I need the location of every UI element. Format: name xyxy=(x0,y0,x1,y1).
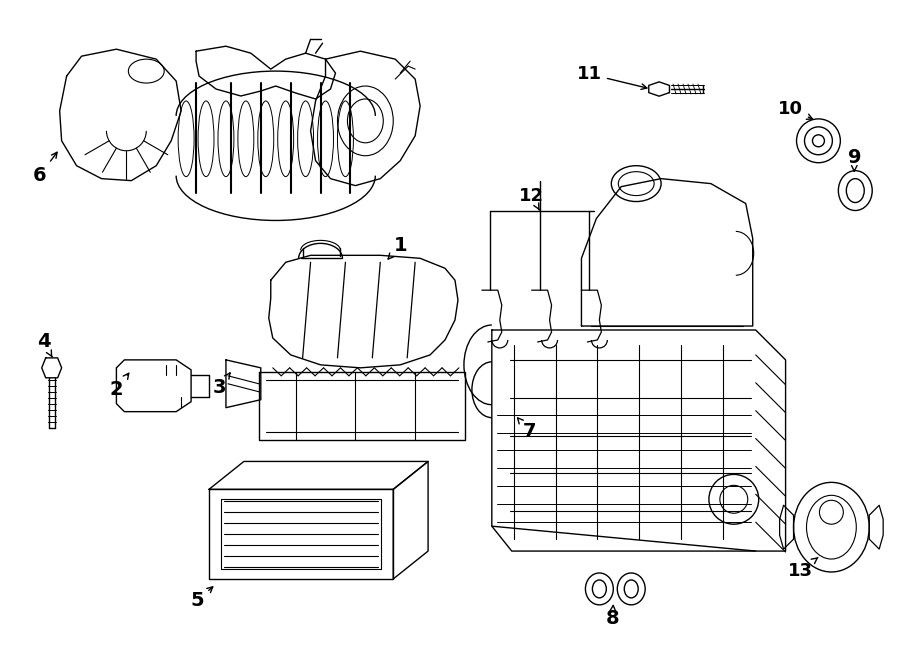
Text: 11: 11 xyxy=(577,65,647,89)
Text: 6: 6 xyxy=(33,152,57,185)
Text: 10: 10 xyxy=(778,100,813,119)
Ellipse shape xyxy=(794,483,869,572)
Polygon shape xyxy=(581,178,752,326)
Text: 5: 5 xyxy=(190,587,212,610)
Polygon shape xyxy=(116,360,191,412)
Polygon shape xyxy=(41,358,61,378)
Polygon shape xyxy=(259,372,465,440)
Ellipse shape xyxy=(617,573,645,605)
Ellipse shape xyxy=(796,119,841,163)
Polygon shape xyxy=(393,461,428,579)
Text: 2: 2 xyxy=(110,373,129,399)
Ellipse shape xyxy=(585,573,613,605)
Text: 8: 8 xyxy=(606,605,619,629)
Text: 13: 13 xyxy=(788,557,818,580)
Ellipse shape xyxy=(839,171,872,210)
Ellipse shape xyxy=(813,135,824,147)
Text: 1: 1 xyxy=(388,236,407,259)
Text: 9: 9 xyxy=(848,148,861,171)
Polygon shape xyxy=(869,505,883,549)
Text: 12: 12 xyxy=(519,186,544,210)
Polygon shape xyxy=(209,461,428,489)
Polygon shape xyxy=(779,505,794,549)
Text: 4: 4 xyxy=(37,332,52,357)
Polygon shape xyxy=(649,82,670,97)
Polygon shape xyxy=(269,255,458,368)
Text: 3: 3 xyxy=(212,373,230,397)
Polygon shape xyxy=(226,360,261,408)
Polygon shape xyxy=(209,489,393,579)
Text: 7: 7 xyxy=(518,418,536,441)
Polygon shape xyxy=(491,330,786,551)
